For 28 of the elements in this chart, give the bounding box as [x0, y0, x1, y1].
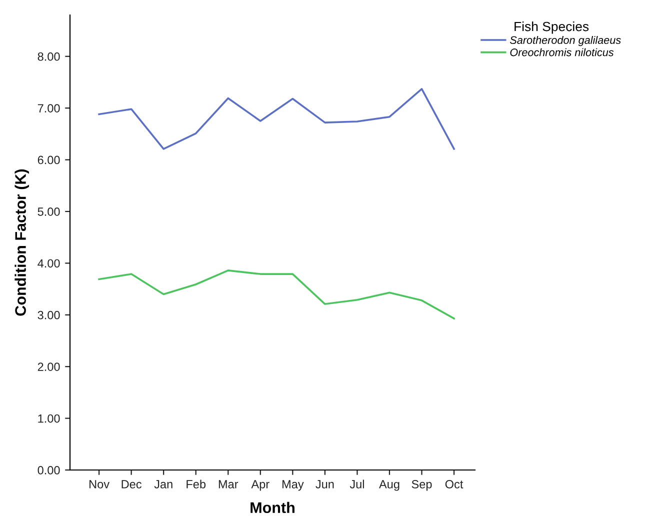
x-tick-label: Apr — [251, 480, 270, 491]
line-series — [98, 88, 455, 150]
x-tick-label: Sep — [412, 480, 432, 491]
x-tick-label: Dec — [122, 480, 142, 488]
x-axis-title: Month — [250, 502, 294, 514]
y-tick-label: 7.00 — [38, 104, 60, 112]
line-series — [98, 270, 455, 320]
y-tick-label: 3.00 — [38, 310, 60, 320]
x-tick-label: Jan — [154, 480, 172, 488]
x-tick-label: Jun — [316, 480, 334, 488]
y-tick-label: 0.00 — [38, 466, 60, 474]
legend-label: Sarotherodon galilaeus — [510, 36, 621, 46]
y-tick-label: 2.00 — [38, 362, 60, 371]
x-tick-label: Aug — [379, 480, 400, 491]
y-tick-label: 4.00 — [38, 259, 60, 268]
y-tick-label: 8.00 — [38, 52, 60, 61]
y-axis-title: Condition Factor (K) — [14, 169, 29, 316]
x-tick-label: Oct — [445, 480, 464, 488]
x-tick-label: Feb — [186, 480, 206, 488]
x-tick-label: Mar — [218, 480, 238, 488]
y-tick-label: 5.00 — [38, 208, 60, 216]
legend-label: Oreochromis niloticus — [510, 48, 614, 56]
x-tick-label: May — [282, 480, 304, 491]
y-tick-label: 6.00 — [38, 156, 60, 164]
legend-title: Fish Species — [514, 22, 589, 34]
x-tick-label: Nov — [90, 480, 110, 488]
y-tick-label: 1.00 — [38, 414, 60, 423]
x-tick-label: Jul — [350, 480, 364, 488]
